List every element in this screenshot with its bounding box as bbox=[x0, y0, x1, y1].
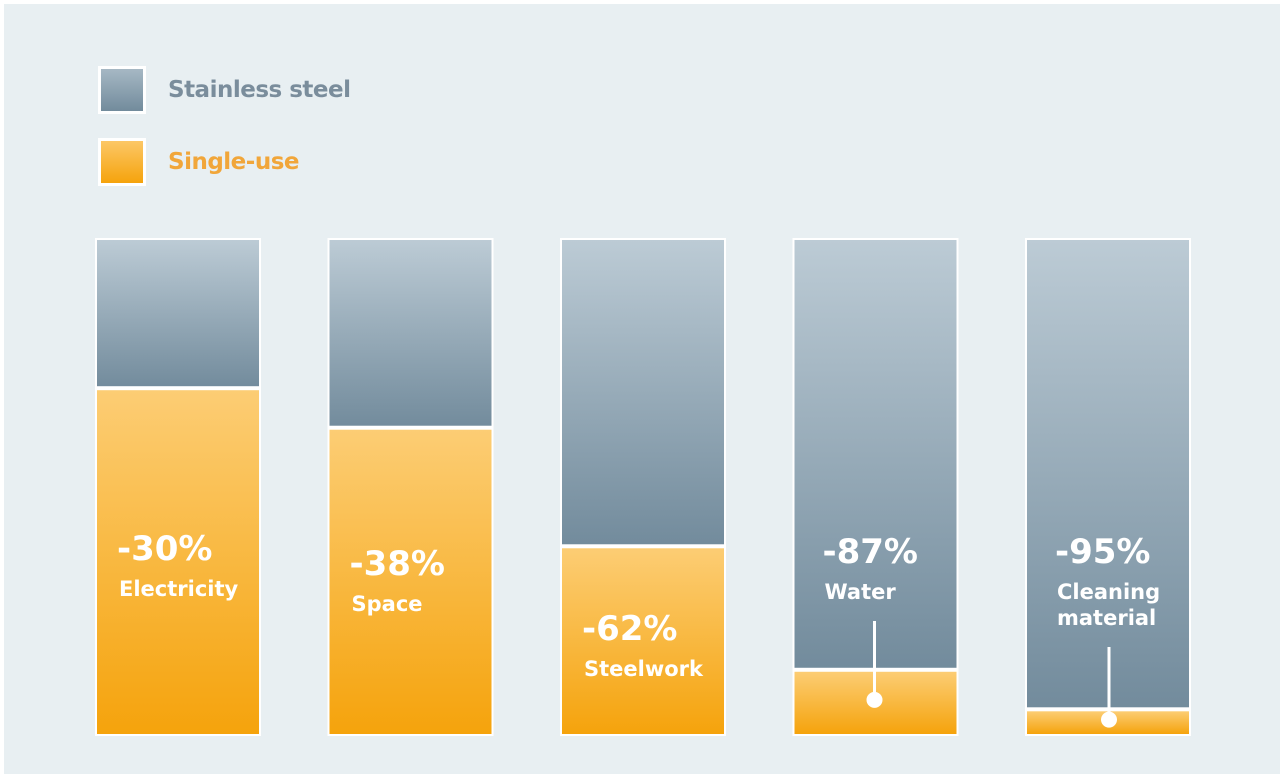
bar-divider-electricity bbox=[97, 386, 259, 391]
legend-swatch-stainless-steel bbox=[98, 66, 146, 114]
bar-divider-space bbox=[329, 425, 492, 430]
bar-category-label-cleaning-material-1: Cleaning bbox=[1057, 580, 1160, 604]
bar-value-label-space: -38% bbox=[350, 544, 446, 584]
bar-value-label-water: -87% bbox=[823, 532, 919, 572]
leader-dot-water bbox=[866, 691, 883, 708]
bar-stainless-space bbox=[329, 240, 492, 428]
bar-category-label-steelwork: Steelwork bbox=[584, 657, 704, 681]
leader-dot-cleaning-material bbox=[1101, 711, 1117, 728]
legend-label-single-use: Single-use bbox=[168, 149, 299, 175]
bar-stainless-water bbox=[794, 240, 957, 670]
legend-label-stainless-steel: Stainless steel bbox=[168, 77, 351, 103]
bar-value-label-steelwork: -62% bbox=[582, 609, 678, 649]
bar-category-label-space: Space bbox=[352, 592, 423, 616]
bar-single-use-steelwork bbox=[562, 548, 724, 734]
bar-value-label-electricity: -30% bbox=[117, 529, 213, 569]
bar-category-label-electricity: Electricity bbox=[119, 577, 239, 601]
bar-category-label-water: Water bbox=[825, 580, 897, 604]
bar-category-label-cleaning-material-2: material bbox=[1057, 606, 1156, 630]
legend-item-single-use: Single-use bbox=[98, 136, 299, 188]
legend-item-stainless-steel: Stainless steel bbox=[98, 64, 351, 116]
bar-single-use-space bbox=[329, 429, 492, 734]
legend-swatch-single-use bbox=[98, 138, 146, 186]
bar-single-use-electricity bbox=[97, 390, 259, 734]
bar-stainless-electricity bbox=[97, 240, 259, 389]
bar-value-label-cleaning-material: -95% bbox=[1055, 532, 1151, 572]
bar-divider-steelwork bbox=[562, 544, 724, 549]
bar-stainless-steelwork bbox=[562, 240, 724, 547]
bar-stainless-cleaning-material bbox=[1027, 240, 1189, 710]
